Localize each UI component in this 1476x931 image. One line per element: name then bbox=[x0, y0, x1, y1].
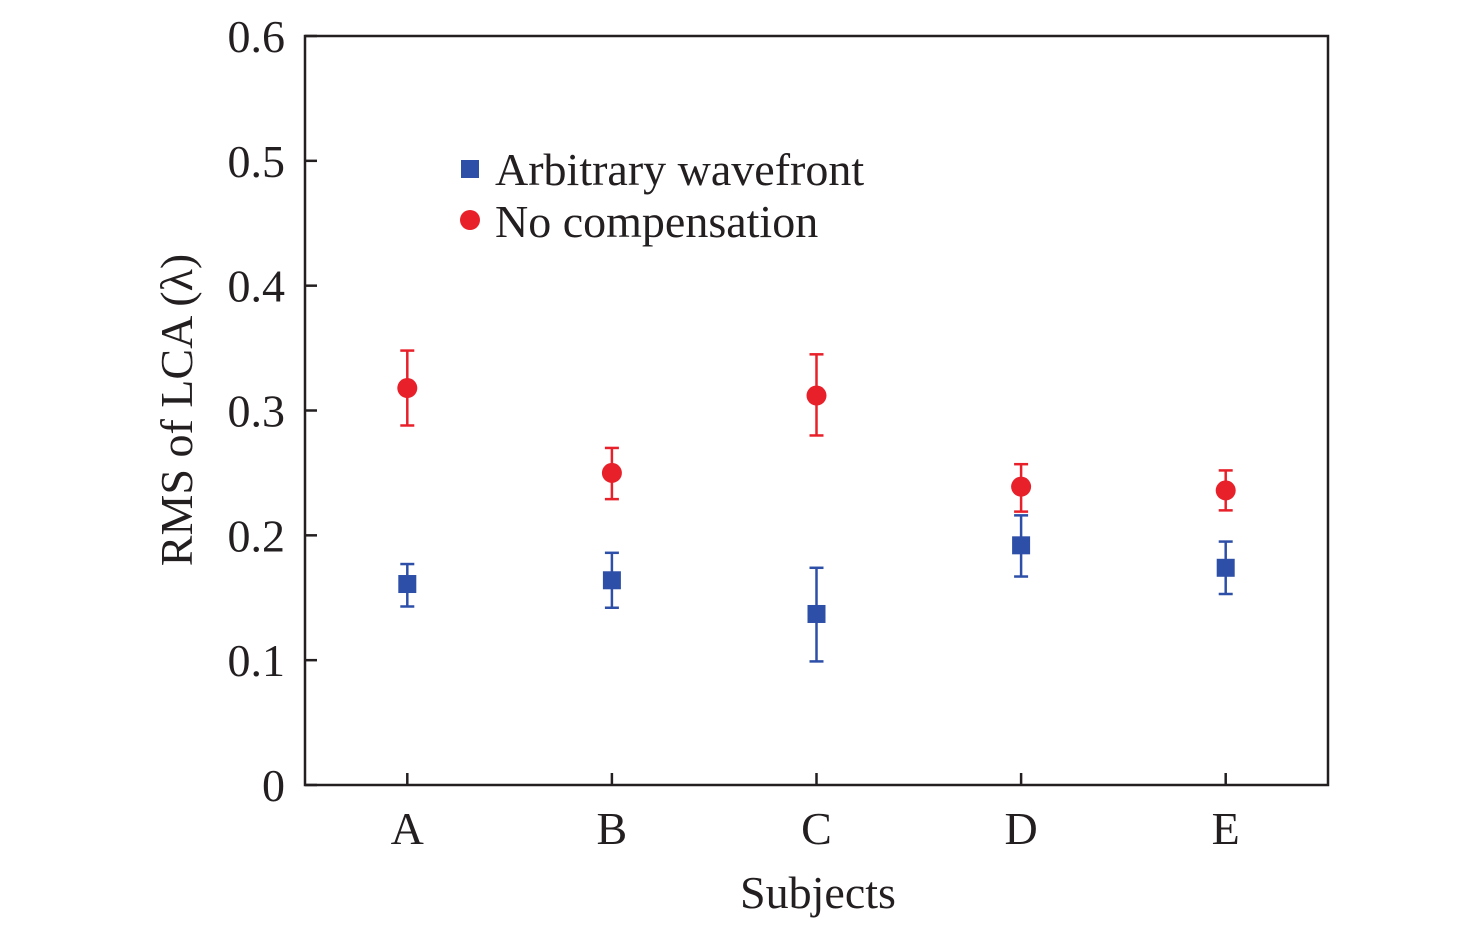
point-arbitrary-wavefront bbox=[807, 604, 826, 623]
legend-marker-arbitrary-wavefront bbox=[461, 160, 479, 178]
point-no-compensation bbox=[601, 462, 622, 483]
point-arbitrary-wavefront bbox=[398, 575, 417, 594]
legend-label-no-compensation: No compensation bbox=[495, 196, 818, 247]
y-tick-label: 0.4 bbox=[228, 261, 286, 312]
y-tick-label: 0.6 bbox=[228, 11, 286, 62]
y-tick-label: 0.1 bbox=[228, 635, 286, 686]
y-tick-label: 0 bbox=[262, 760, 285, 811]
y-axis-label: RMS of LCA (λ) bbox=[151, 254, 202, 566]
x-tick-label: C bbox=[801, 803, 832, 854]
legend-label-arbitrary-wavefront: Arbitrary wavefront bbox=[495, 144, 864, 195]
y-tick-label: 0.3 bbox=[228, 386, 286, 437]
point-no-compensation bbox=[1011, 476, 1032, 497]
point-no-compensation bbox=[806, 385, 827, 406]
y-tick-label: 0.2 bbox=[228, 510, 286, 561]
legend: Arbitrary wavefront No compensation bbox=[460, 144, 864, 247]
point-arbitrary-wavefront bbox=[602, 571, 621, 590]
point-arbitrary-wavefront bbox=[1216, 558, 1235, 577]
x-tick-label: D bbox=[1004, 803, 1037, 854]
legend-marker-no-compensation bbox=[460, 210, 480, 230]
x-tick-label: A bbox=[391, 803, 424, 854]
point-no-compensation bbox=[397, 378, 418, 399]
point-no-compensation bbox=[1215, 480, 1236, 501]
x-tick-label: B bbox=[597, 803, 628, 854]
y-tick-label: 0.5 bbox=[228, 136, 286, 187]
point-arbitrary-wavefront bbox=[1012, 536, 1031, 555]
x-tick-label: E bbox=[1212, 803, 1240, 854]
x-axis-label: Subjects bbox=[740, 867, 896, 918]
